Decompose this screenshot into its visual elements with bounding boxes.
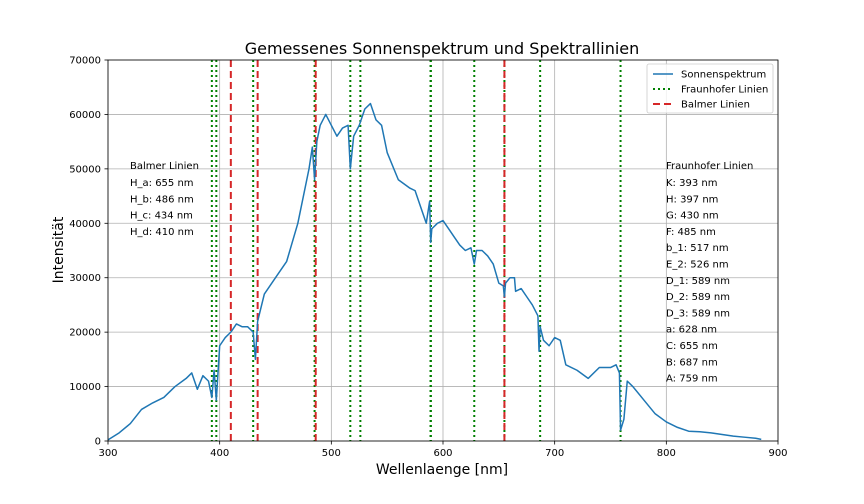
y-tick-label: 0 xyxy=(95,437,101,448)
annotation-line: H_c: 434 nm xyxy=(130,211,193,222)
y-tick-label: 70000 xyxy=(69,56,101,67)
legend-box xyxy=(646,63,774,114)
y-tick-label: 30000 xyxy=(69,273,101,284)
annotation-line: a: 628 nm xyxy=(666,325,717,336)
fraunhofer-annotation: Fraunhofer Linien K: 393 nm H: 397 nm G: 43… xyxy=(666,161,753,385)
series-layer xyxy=(107,102,762,441)
annotation-line: B: 687 nm xyxy=(666,357,718,368)
series-line-sonnenspektrum xyxy=(107,102,762,441)
annotation-line: D_3: 589 nm xyxy=(666,308,730,319)
legend-label: Sonnenspektrum xyxy=(681,70,766,81)
y-axis-ticks: 0 10000 20000 30000 40000 50000 60000 70000 xyxy=(69,56,108,448)
annotation-line: G: 430 nm xyxy=(666,211,719,222)
x-tick-label: 300 xyxy=(98,448,117,459)
legend-label: Fraunhofer Linien xyxy=(681,85,768,96)
y-tick-label: 10000 xyxy=(69,382,101,393)
y-tick-label: 60000 xyxy=(69,110,101,121)
annotation-line: H_d: 410 nm xyxy=(130,227,194,238)
annotation-heading: Balmer Linien xyxy=(130,161,199,172)
annotation-line: K: 393 nm xyxy=(666,178,717,189)
x-tick-label: 500 xyxy=(322,448,341,459)
annotation-line: b_1: 517 nm xyxy=(666,243,729,254)
x-tick-label: 900 xyxy=(768,448,787,459)
annotation-line: H_b: 486 nm xyxy=(130,194,194,205)
x-tick-label: 400 xyxy=(210,448,229,459)
y-tick-label: 20000 xyxy=(69,328,101,339)
chart-title: Gemessenes Sonnenspektrum und Spektralli… xyxy=(245,39,640,58)
x-axis-title: Wellenlaenge [nm] xyxy=(376,462,508,478)
legend: Sonnenspektrum Fraunhofer Linien Balmer Li… xyxy=(646,63,774,114)
vline-layer xyxy=(210,60,622,441)
x-tick-label: 700 xyxy=(545,448,564,459)
x-axis-ticks: 300 400 500 600 700 800 900 xyxy=(98,441,788,459)
annotation-line: F: 485 nm xyxy=(666,227,716,238)
x-tick-label: 800 xyxy=(657,448,676,459)
x-tick-label: 600 xyxy=(433,448,452,459)
y-tick-label: 40000 xyxy=(69,219,101,230)
balmer-annotation: Balmer Linien H_a: 655 nm H_b: 486 nm H_c: … xyxy=(130,161,199,238)
annotation-line: D_1: 589 nm xyxy=(666,276,730,287)
annotation-line: C: 655 nm xyxy=(666,341,718,352)
annotation-line: A: 759 nm xyxy=(666,374,718,385)
y-axis-title: Intensität xyxy=(51,216,67,283)
y-tick-label: 50000 xyxy=(69,164,101,175)
annotation-line: H: 397 nm xyxy=(666,194,718,205)
legend-label: Balmer Linien xyxy=(681,100,750,111)
grid-layer xyxy=(107,59,779,442)
annotation-line: E_2: 526 nm xyxy=(666,260,729,271)
annotation-line: H_a: 655 nm xyxy=(130,178,194,189)
annotation-heading: Fraunhofer Linien xyxy=(666,161,753,172)
annotation-line: D_2: 589 nm xyxy=(666,292,730,303)
